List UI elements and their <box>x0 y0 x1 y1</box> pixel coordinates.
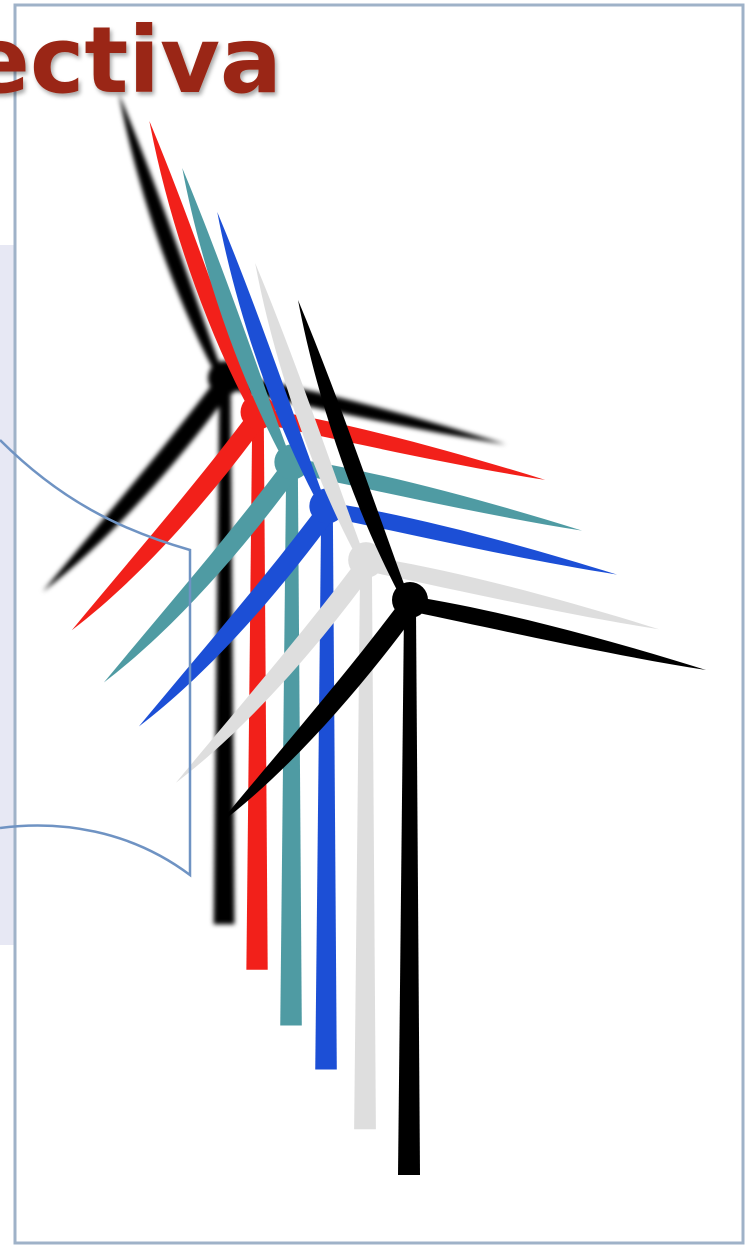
slide-title: ectiva <box>0 7 282 114</box>
image-frame <box>13 3 745 1245</box>
callout-shape <box>0 439 192 878</box>
